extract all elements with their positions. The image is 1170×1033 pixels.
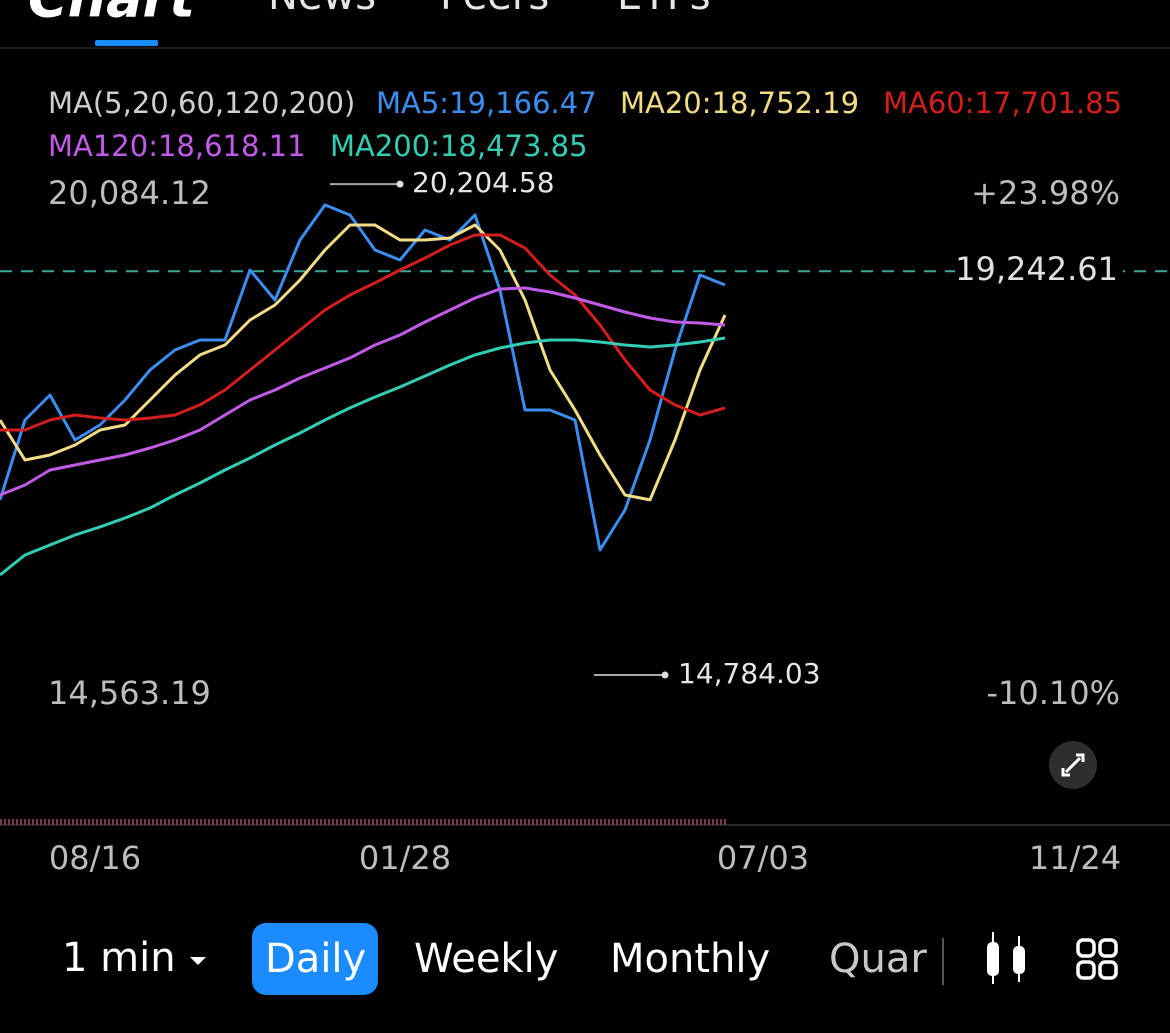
grid-icon-cell[interactable] <box>1076 938 1096 958</box>
candle-icon-wick[interactable] <box>1018 936 1020 982</box>
tab[interactable]: ETFs <box>617 0 711 19</box>
y2-tick-label: -10.10% <box>986 674 1120 712</box>
grid-icon[interactable] <box>1076 938 1118 980</box>
tab[interactable]: Peers <box>440 0 549 19</box>
low-label: 14,784.03 <box>678 657 821 690</box>
tab[interactable]: Chart <box>28 0 197 30</box>
legend-entry: MA20:18,752.19 <box>620 86 859 120</box>
expand-button[interactable] <box>1049 741 1097 789</box>
x-axis-label: 01/28 <box>359 839 451 877</box>
y-tick-label: 14,563.19 <box>48 674 211 712</box>
selected-pill[interactable] <box>252 923 378 995</box>
indicator-label: MA(5,20,60,120,200) <box>48 86 355 120</box>
period-tab[interactable]: Quar <box>829 936 927 982</box>
ma-line <box>0 336 726 577</box>
grid-icon-cell[interactable] <box>1076 960 1096 980</box>
interval-dropdown-arrow[interactable] <box>190 957 206 965</box>
interval-select[interactable]: 1 min <box>62 935 176 981</box>
x-axis-label: 08/16 <box>49 839 141 877</box>
high-label: 20,204.58 <box>412 166 555 199</box>
legend-entry: MA5:19,166.47 <box>376 86 597 120</box>
period-tab[interactable]: Monthly <box>610 936 770 982</box>
grid-icon-cell[interactable] <box>1098 938 1118 958</box>
expand-icon[interactable] <box>1061 753 1085 777</box>
period-tab[interactable]: Daily <box>265 936 366 982</box>
legend-entry: MA60:17,701.85 <box>883 86 1122 120</box>
y-tick-label: 20,084.12 <box>48 174 211 212</box>
low-dot <box>661 671 669 679</box>
ma-line <box>0 223 727 502</box>
x-axis-label: 11/24 <box>1029 839 1121 877</box>
y2-tick-label: +23.98% <box>971 174 1120 212</box>
x-axis-label: 07/03 <box>717 839 809 877</box>
tab[interactable]: News <box>268 0 376 19</box>
ma-line <box>0 286 726 497</box>
legend-entry: MA120:18,618.11 <box>48 129 306 163</box>
ma-line <box>0 233 726 432</box>
last-price-label: 19,242.61 <box>955 250 1118 288</box>
candle-icon[interactable] <box>987 932 1025 984</box>
last-price-bg <box>955 251 1123 292</box>
period-tab[interactable]: Weekly <box>414 936 558 982</box>
legend-entry: MA200:18,473.85 <box>330 129 588 163</box>
tab-indicator <box>95 40 158 46</box>
high-dot <box>396 180 404 188</box>
ma-line <box>0 203 726 552</box>
grid-icon-cell[interactable] <box>1098 960 1118 980</box>
candle-icon-wick[interactable] <box>992 932 994 984</box>
